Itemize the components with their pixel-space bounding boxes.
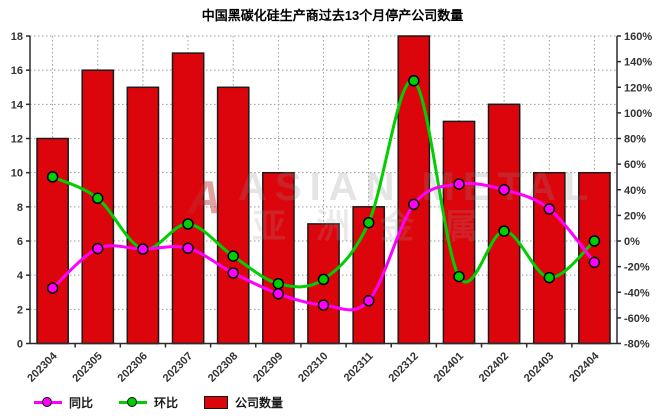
- x-label-202404: 202404: [567, 350, 602, 385]
- left-tick-8: 8: [17, 202, 23, 214]
- x-label-202304: 202304: [25, 350, 60, 385]
- right-tick--80: -80%: [624, 339, 650, 351]
- svg-text:A: A: [187, 171, 221, 223]
- mom-series-point-202311: [362, 216, 375, 229]
- yoy-series-point-202305: [91, 242, 104, 255]
- left-tick-10: 10: [11, 168, 23, 180]
- right-tick--60: -60%: [624, 313, 650, 325]
- left-tick-2: 2: [17, 304, 23, 316]
- yoy-series-point-202310: [317, 299, 330, 311]
- mom-series-point-202404: [588, 235, 601, 247]
- x-label-202306: 202306: [116, 350, 150, 384]
- yoy-series-point-202308: [227, 267, 239, 279]
- bar-202308: [216, 86, 250, 345]
- x-label-202307: 202307: [161, 350, 195, 384]
- right-tick-40: 40%: [624, 185, 646, 197]
- x-label-202305: 202305: [70, 350, 104, 384]
- right-tick--20: -20%: [624, 262, 650, 274]
- mom-series-point-202401: [453, 270, 465, 283]
- x-label-202312: 202312: [386, 350, 420, 384]
- left-tick-16: 16: [11, 65, 23, 77]
- right-axis: -80% -60% -40% -20% 0% 20% 40% 60% 80% 100% 120% 14…: [617, 31, 652, 351]
- chart-title: 中国黑碳化硅生产商过去13个月停产公司数量: [201, 8, 464, 23]
- legend-label-mom: 环比: [154, 396, 179, 410]
- mom-series-point-202309: [272, 277, 285, 290]
- yoy-series-point-202309: [272, 288, 285, 300]
- x-label-202401: 202401: [432, 350, 466, 384]
- x-label-202309: 202309: [251, 350, 285, 384]
- yoy-series: [46, 178, 601, 312]
- yoy-line-marker-icon: [34, 397, 62, 408]
- right-tick--40: -40%: [624, 287, 650, 299]
- right-tick-20: 20%: [624, 210, 646, 222]
- right-tick-60: 60%: [624, 159, 646, 171]
- bar-202312: [397, 35, 431, 345]
- left-tick-6: 6: [17, 236, 23, 248]
- mom-series-point-202310: [317, 273, 330, 286]
- yoy-series-point-202307: [182, 242, 194, 254]
- bar-202401: [442, 120, 476, 345]
- left-tick-14: 14: [11, 99, 24, 111]
- left-tick-0: 0: [17, 339, 23, 351]
- right-tick-120: 120%: [624, 82, 652, 94]
- x-label-202308: 202308: [206, 350, 240, 384]
- legend-item-bars: 公司数量: [204, 394, 283, 411]
- bar-202307: [171, 52, 205, 345]
- yoy-series-point-202404: [588, 256, 601, 269]
- right-tick-100: 100%: [624, 108, 652, 120]
- yoy-series-point-202402: [498, 184, 510, 196]
- x-label-202311: 202311: [342, 350, 376, 384]
- x-label-202310: 202310: [296, 350, 330, 384]
- yoy-series-point-202311: [362, 295, 375, 307]
- yoy-series-point-202304: [46, 282, 59, 294]
- left-tick-4: 4: [17, 270, 24, 282]
- right-tick-0: 0%: [624, 236, 640, 248]
- legend-item-mom: 环比: [119, 394, 178, 411]
- left-axis: 0 2 4 6 8 10 12 14 16 18: [11, 31, 30, 351]
- legend: 同比 环比 公司数量: [34, 394, 283, 411]
- mom-series-point-202403: [543, 271, 556, 284]
- right-tick-80: 80%: [624, 134, 646, 146]
- x-axis: 202304 202305 202306 202307 202308 202309 2023…: [25, 343, 602, 385]
- yoy-series-point-202312: [408, 198, 420, 211]
- mom-series-point-202308: [227, 250, 239, 262]
- yoy-series-point-202306: [137, 243, 149, 255]
- mom-series-point-202307: [182, 218, 194, 230]
- bar-202305: [81, 69, 115, 345]
- x-label-202402: 202402: [477, 350, 511, 384]
- svg-text:亚洲金属: 亚洲金属: [252, 207, 508, 246]
- right-tick-140: 140%: [624, 57, 652, 69]
- mom-series-point-202312: [408, 75, 420, 87]
- mom-line-marker-icon: [119, 397, 148, 408]
- legend-label-bars: 公司数量: [235, 396, 284, 410]
- bar-202306: [126, 86, 160, 345]
- legend-item-yoy: 同比: [34, 394, 93, 411]
- right-tick-160: 160%: [624, 31, 652, 43]
- mom-series-point-202402: [498, 225, 510, 237]
- bars-series: [36, 35, 611, 345]
- left-tick-12: 12: [11, 134, 23, 146]
- yoy-series-point-202403: [543, 203, 556, 215]
- legend-label-yoy: 同比: [69, 396, 94, 410]
- yoy-series-point-202401: [453, 178, 465, 190]
- mom-series-point-202304: [46, 171, 59, 183]
- bar-swatch-icon: [204, 396, 229, 409]
- left-tick-18: 18: [11, 31, 23, 43]
- mom-series-point-202305: [91, 192, 104, 205]
- bar-202304: [36, 137, 69, 345]
- x-label-202403: 202403: [522, 350, 556, 384]
